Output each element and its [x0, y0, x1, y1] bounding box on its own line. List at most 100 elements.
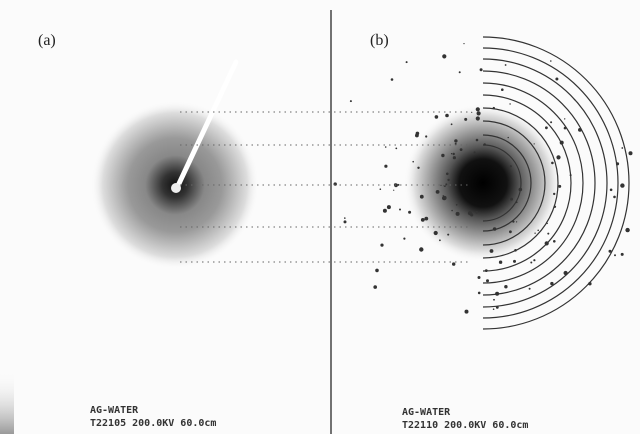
- spot: [380, 244, 383, 247]
- spot: [350, 100, 352, 102]
- spot: [419, 247, 423, 251]
- spot: [530, 262, 532, 264]
- panel-label: (b): [370, 32, 389, 49]
- spot: [501, 88, 504, 91]
- spot: [465, 310, 469, 314]
- spot: [533, 259, 535, 261]
- spot: [464, 118, 467, 121]
- spot: [556, 155, 560, 159]
- spot: [451, 153, 452, 154]
- spot: [406, 61, 408, 63]
- spot: [493, 299, 495, 301]
- figure: (a) (b) AG-WATER T22105 200.0KV 60.0cm A…: [0, 0, 640, 434]
- spot: [504, 285, 507, 288]
- spot: [516, 221, 517, 222]
- spot: [509, 103, 510, 104]
- spot: [550, 60, 552, 62]
- spot: [403, 238, 405, 240]
- spot: [534, 143, 535, 144]
- caption: AG-WATER: [90, 405, 139, 416]
- spot: [553, 240, 556, 243]
- spot: [508, 137, 509, 138]
- spot: [621, 253, 624, 256]
- spot: [398, 184, 400, 186]
- beam-stop-tip: [171, 183, 181, 193]
- spot: [434, 231, 438, 235]
- spot: [387, 205, 391, 209]
- diffraction-halo: [403, 103, 563, 263]
- spot: [436, 190, 440, 194]
- spot: [529, 288, 531, 290]
- spot: [415, 134, 419, 138]
- spot: [510, 165, 512, 167]
- spot: [452, 262, 455, 265]
- spot: [395, 148, 397, 150]
- caption: T22110 200.0KV 60.0cm: [402, 420, 528, 431]
- spot: [445, 114, 449, 118]
- spot: [553, 193, 555, 195]
- caption: AG-WATER: [402, 407, 451, 418]
- spot: [474, 151, 476, 153]
- spot: [614, 254, 616, 256]
- spot: [451, 123, 453, 125]
- spot: [613, 196, 616, 199]
- spot: [453, 153, 455, 155]
- spot: [373, 285, 377, 289]
- spot: [505, 64, 507, 66]
- spot: [441, 154, 444, 157]
- spot: [475, 211, 478, 214]
- spot: [391, 78, 394, 81]
- spot: [460, 148, 463, 151]
- spot: [447, 234, 449, 236]
- spot: [421, 218, 425, 222]
- spot: [408, 211, 411, 214]
- spot: [412, 161, 414, 163]
- spot: [620, 183, 624, 187]
- spot: [399, 209, 401, 211]
- spot: [547, 233, 549, 235]
- spot: [480, 68, 483, 71]
- spot: [417, 167, 419, 169]
- spot: [435, 115, 439, 119]
- spot: [385, 146, 387, 148]
- spot: [468, 211, 472, 215]
- spot: [380, 188, 382, 190]
- spot: [425, 135, 427, 137]
- spot: [477, 111, 481, 115]
- spot: [490, 249, 494, 253]
- spot: [550, 121, 552, 123]
- spot: [610, 189, 613, 192]
- spot: [383, 209, 387, 213]
- spot: [375, 269, 379, 273]
- spot: [476, 139, 479, 142]
- spot: [463, 43, 464, 44]
- panel-label: (a): [38, 32, 56, 49]
- spot: [629, 151, 633, 155]
- spot: [471, 112, 472, 113]
- edge-shadow: [0, 370, 14, 434]
- spot: [564, 118, 565, 119]
- spot: [424, 217, 428, 221]
- spot: [440, 185, 441, 186]
- spot: [476, 116, 480, 120]
- spot: [453, 156, 456, 159]
- spot: [456, 204, 458, 206]
- page: (a) (b) AG-WATER T22105 200.0KV 60.0cm A…: [0, 0, 640, 434]
- caption: T22105 200.0KV 60.0cm: [90, 418, 216, 429]
- spot: [486, 279, 489, 282]
- spot: [442, 54, 446, 58]
- spot: [555, 78, 558, 81]
- spot: [558, 185, 561, 188]
- spot: [443, 196, 447, 200]
- spot: [545, 126, 548, 129]
- spot: [393, 190, 394, 191]
- spot: [439, 239, 441, 241]
- spot: [344, 217, 346, 219]
- spot: [478, 276, 481, 279]
- spot: [420, 195, 424, 199]
- spot: [513, 260, 516, 263]
- spot: [625, 228, 629, 232]
- spot: [621, 147, 623, 149]
- spot: [384, 165, 387, 168]
- spot: [478, 292, 481, 295]
